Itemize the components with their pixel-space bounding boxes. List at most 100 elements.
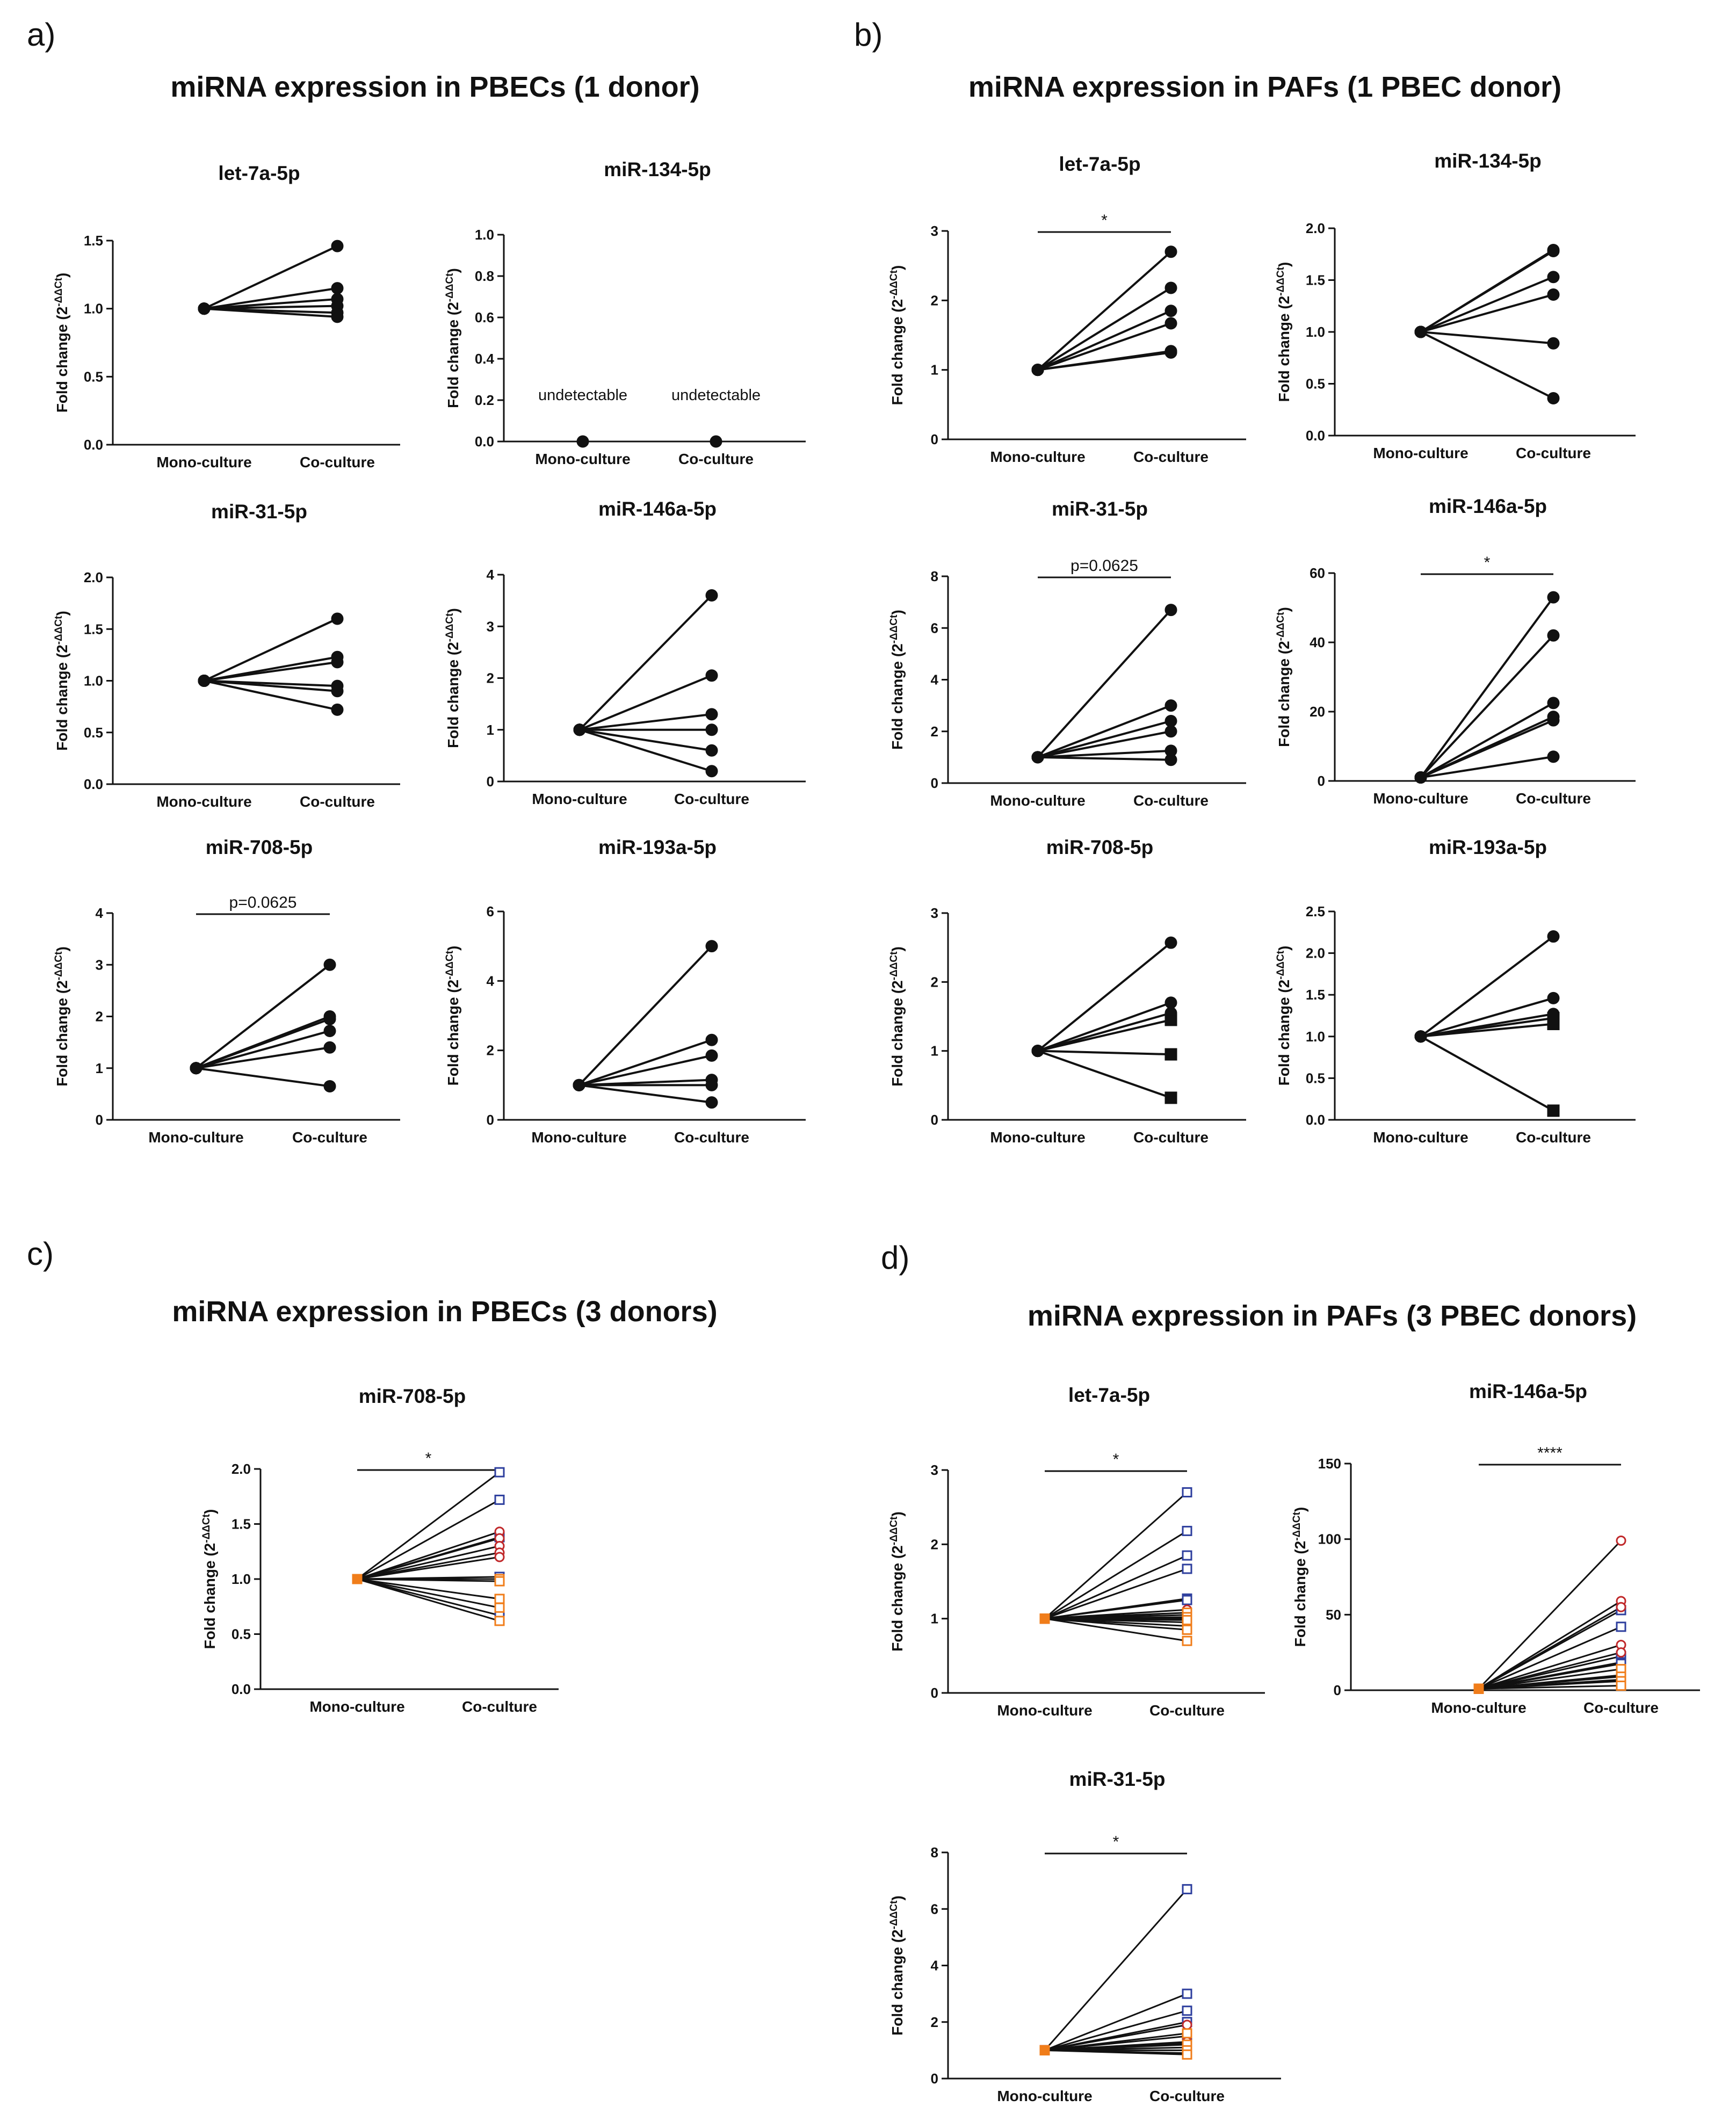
x-category-label: Co-culture [300, 454, 375, 470]
data-point [710, 435, 722, 448]
data-point [1547, 271, 1560, 284]
y-axis-label-exponent: -ΔΔCt [888, 1516, 900, 1545]
series-line [1037, 942, 1172, 1052]
chart-b-miR-31-5p: miR-31-5p 0 2 4 6 8 Fold change (2-ΔΔCt) Mono-c… [888, 498, 1246, 809]
chart-c-miR-708-5p: miR-708-5p 0.0 0.5 1.0 1.5 2.0 Fold change (2-… [201, 1385, 559, 1715]
panel-label: d) [881, 1240, 909, 1276]
chart-title: miR-146a-5p [598, 498, 717, 520]
x-category-label: Mono-culture [531, 1129, 626, 1146]
x-category-label: Mono-culture [535, 451, 630, 467]
x-category-label: Co-culture [674, 791, 749, 807]
y-axis-label: Fold change (2-ΔΔCt) [1275, 607, 1293, 747]
significance-label: * [1113, 1451, 1119, 1468]
data-point [1616, 1621, 1626, 1632]
data-point [1164, 754, 1177, 766]
y-axis-label-suffix: ) [54, 946, 70, 951]
y-tick-label: 0.0 [475, 433, 494, 450]
y-tick-label: 40 [1310, 634, 1325, 650]
chart-a-miR-134-5p: miR-134-5p 0.0 0.2 0.4 0.6 0.8 1.0 Fold change … [444, 158, 806, 467]
y-axis-label: Fold change (2-ΔΔCt) [53, 611, 71, 751]
y-tick-label: 2 [931, 974, 938, 990]
data-point [494, 1616, 505, 1626]
significance-label: * [425, 1450, 432, 1467]
y-tick-label: 2.0 [1306, 945, 1325, 961]
series-line [1044, 2024, 1188, 2051]
series-line [1478, 1663, 1622, 1690]
chart-title: miR-146a-5p [1429, 495, 1547, 517]
series-line [1037, 730, 1171, 758]
series-line [579, 674, 712, 731]
significance-label: * [1101, 212, 1108, 229]
y-axis-label-exponent: -ΔΔCt [1275, 950, 1286, 979]
y-tick-label: 1.0 [84, 301, 103, 317]
y-axis-label-exponent: -ΔΔCt [444, 950, 455, 979]
y-axis-label-prefix: Fold change (2 [201, 1543, 218, 1649]
data-point [705, 1033, 718, 1046]
series-line [1044, 1492, 1188, 1619]
x-category-label: Mono-culture [990, 1129, 1085, 1146]
y-axis-label-suffix: ) [54, 611, 70, 616]
data-point [1182, 1635, 1192, 1646]
y-axis-label: Fold change (2-ΔΔCt) [888, 1895, 906, 2036]
series-line [204, 679, 338, 692]
chart-title: miR-146a-5p [1469, 1380, 1587, 1402]
data-point [705, 940, 718, 953]
y-axis-label-prefix: Fold change (2 [445, 980, 461, 1086]
annotation-label: undetectable [538, 387, 627, 404]
data-point [494, 1576, 505, 1587]
y-axis-label-prefix: Fold change (2 [445, 642, 461, 748]
x-category-label: Mono-culture [1373, 1129, 1468, 1146]
series-line [1044, 1568, 1188, 1620]
y-tick-label: 1.0 [1306, 1029, 1325, 1045]
series-line [1037, 251, 1172, 371]
y-tick-label: 0.0 [232, 1681, 251, 1697]
data-point [1182, 1595, 1192, 1605]
y-tick-label: 0 [487, 1112, 494, 1128]
y-tick-label: 1 [931, 1611, 938, 1627]
series-line [1044, 1888, 1188, 2051]
series-line [578, 1054, 712, 1087]
series-line [1044, 1618, 1188, 1631]
data-point [705, 1096, 718, 1109]
chart-title: miR-708-5p [1046, 836, 1153, 858]
x-category-label: Co-culture [674, 1129, 749, 1146]
y-tick-label: 60 [1310, 565, 1325, 581]
y-axis-label-suffix: ) [445, 608, 461, 613]
data-point [1182, 1487, 1192, 1497]
y-tick-label: 2 [931, 723, 938, 740]
chart-title: miR-134-5p [1434, 150, 1541, 172]
x-category-label: Mono-culture [156, 454, 251, 470]
series-line [357, 1556, 500, 1580]
series-line [357, 1471, 500, 1580]
y-tick-label: 0.5 [1306, 1070, 1325, 1086]
x-category-label: Mono-culture [309, 1698, 404, 1715]
data-point [494, 1467, 505, 1478]
y-tick-label: 0 [931, 431, 938, 447]
x-category-label: Co-culture [1516, 445, 1591, 461]
data-point [1182, 1550, 1192, 1561]
chart-title: miR-31-5p [211, 501, 307, 523]
data-point [494, 1602, 505, 1613]
y-tick-label: 2 [931, 1536, 938, 1552]
data-point [323, 1080, 336, 1092]
series-line [1037, 1049, 1171, 1099]
y-axis-label: Fold change (2-ΔΔCt) [1275, 262, 1293, 402]
data-point [1547, 750, 1560, 763]
y-tick-label: 2.0 [1306, 220, 1325, 236]
data-point [1547, 714, 1560, 727]
y-axis-label-prefix: Fold change (2 [1292, 1541, 1308, 1647]
chart-d-miR-146a-5p: miR-146a-5p 0 50 100 150 Fold change (2-ΔΔCt)… [1291, 1380, 1700, 1716]
x-category-label: Mono-culture [990, 792, 1085, 809]
y-tick-label: 2 [487, 1042, 494, 1059]
y-axis-label-suffix: ) [445, 946, 461, 951]
data-point [1164, 1091, 1177, 1104]
annotation-label: undetectable [671, 387, 761, 404]
series-line [578, 1039, 712, 1087]
y-tick-label: 0.5 [84, 368, 103, 385]
chart-title: miR-134-5p [604, 158, 711, 180]
series-line [196, 1018, 330, 1069]
data-point [1182, 1563, 1192, 1574]
series-line [357, 1578, 500, 1609]
data-point [1547, 697, 1560, 710]
